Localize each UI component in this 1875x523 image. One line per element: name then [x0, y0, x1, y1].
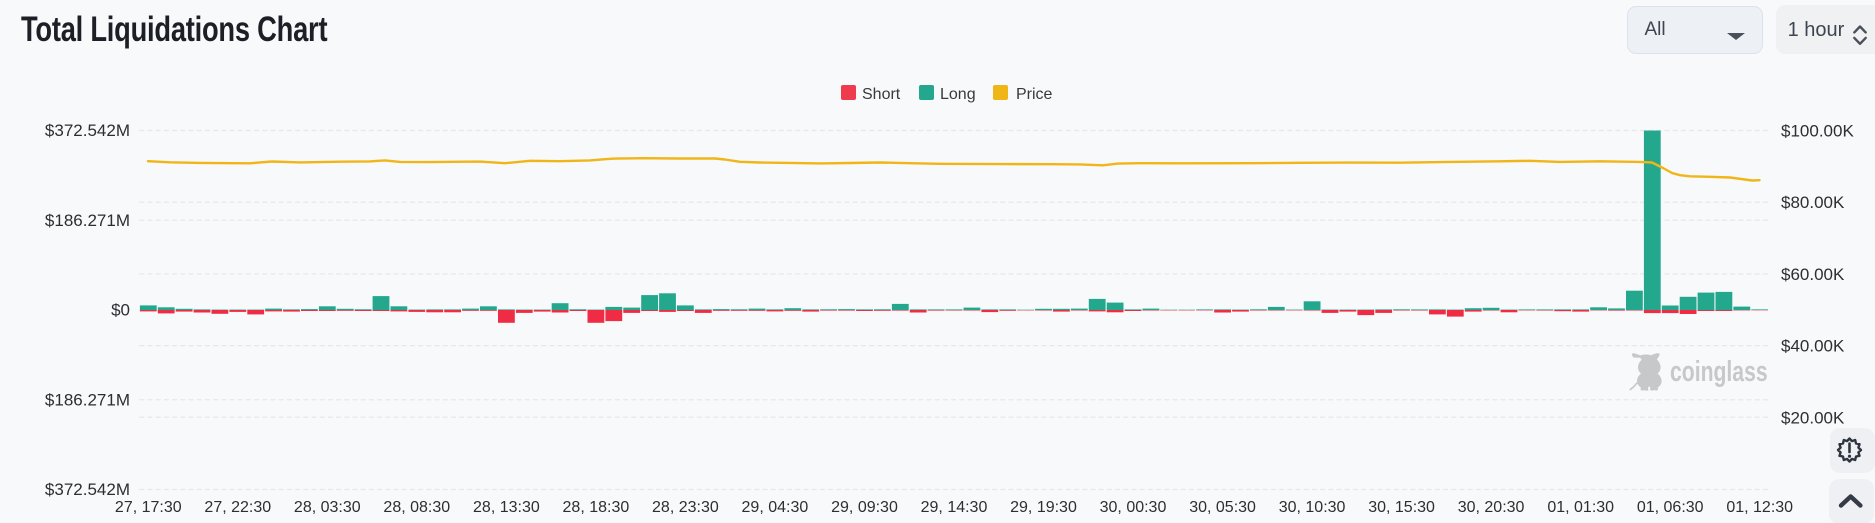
svg-text:28, 03:30: 28, 03:30 — [294, 499, 361, 516]
svg-text:29, 19:30: 29, 19:30 — [1010, 499, 1077, 516]
svg-text:$372.542M: $372.542M — [45, 121, 130, 140]
svg-text:$372.542M: $372.542M — [45, 480, 130, 499]
svg-text:Short: Short — [862, 86, 901, 103]
svg-text:coinglass: coinglass — [1670, 356, 1768, 388]
svg-text:01, 06:30: 01, 06:30 — [1637, 499, 1704, 516]
svg-text:28, 23:30: 28, 23:30 — [652, 499, 719, 516]
svg-text:Price: Price — [1016, 86, 1053, 103]
svg-text:$186.271M: $186.271M — [45, 390, 130, 409]
svg-text:$186.271M: $186.271M — [45, 211, 130, 230]
svg-text:30, 15:30: 30, 15:30 — [1368, 499, 1435, 516]
svg-text:30, 20:30: 30, 20:30 — [1458, 499, 1525, 516]
svg-text:$20.00K: $20.00K — [1781, 408, 1845, 427]
svg-text:$40.00K: $40.00K — [1781, 337, 1845, 356]
svg-text:27, 17:30: 27, 17:30 — [115, 499, 182, 516]
svg-text:28, 13:30: 28, 13:30 — [473, 499, 540, 516]
svg-text:29, 14:30: 29, 14:30 — [921, 499, 988, 516]
svg-text:28, 18:30: 28, 18:30 — [563, 499, 630, 516]
svg-text:Long: Long — [940, 86, 976, 103]
svg-text:30, 05:30: 30, 05:30 — [1189, 499, 1256, 516]
svg-text:28, 08:30: 28, 08:30 — [383, 499, 450, 516]
svg-text:$80.00K: $80.00K — [1781, 193, 1845, 212]
svg-text:$0: $0 — [111, 301, 130, 320]
svg-text:$100.00K: $100.00K — [1781, 122, 1854, 141]
svg-text:$60.00K: $60.00K — [1781, 265, 1845, 284]
svg-text:27, 22:30: 27, 22:30 — [204, 499, 271, 516]
svg-text:29, 09:30: 29, 09:30 — [831, 499, 898, 516]
svg-text:29, 04:30: 29, 04:30 — [742, 499, 809, 516]
svg-text:30, 00:30: 30, 00:30 — [1100, 499, 1167, 516]
svg-text:01, 01:30: 01, 01:30 — [1547, 499, 1614, 516]
svg-text:01, 12:30: 01, 12:30 — [1726, 499, 1793, 516]
svg-text:30, 10:30: 30, 10:30 — [1279, 499, 1346, 516]
